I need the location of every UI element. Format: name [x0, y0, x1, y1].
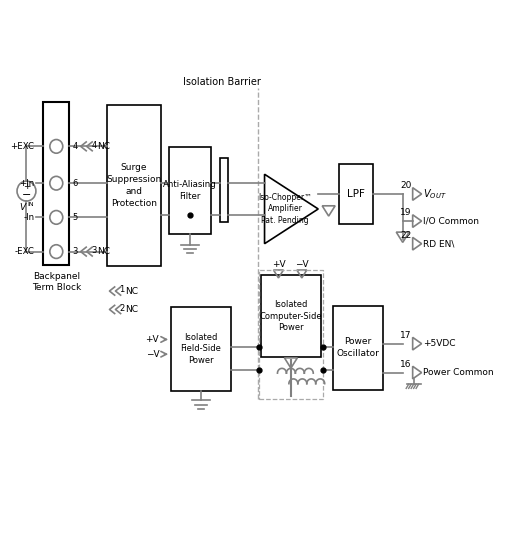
Text: −: − [22, 190, 31, 200]
Text: 4: 4 [72, 142, 77, 151]
Text: 3: 3 [72, 247, 77, 256]
Text: I/O Common: I/O Common [423, 217, 478, 226]
Text: $V_{OUT}$: $V_{OUT}$ [423, 187, 446, 201]
Text: 22: 22 [400, 231, 411, 240]
Text: Isolated
Computer-Side
Power: Isolated Computer-Side Power [259, 300, 322, 332]
Text: $V$: $V$ [19, 200, 28, 212]
Text: −V: −V [295, 260, 309, 269]
Text: +5VDC: +5VDC [423, 339, 455, 348]
Text: NC: NC [125, 305, 138, 314]
Text: +EXC: +EXC [10, 142, 34, 151]
Text: Backpanel
Term Block: Backpanel Term Block [32, 272, 81, 292]
Text: 4: 4 [92, 141, 97, 150]
Text: IN: IN [28, 202, 34, 207]
Text: Power
Oscillator: Power Oscillator [336, 338, 380, 358]
Text: RD EN\: RD EN\ [423, 239, 454, 248]
FancyBboxPatch shape [333, 306, 383, 390]
FancyBboxPatch shape [43, 102, 69, 265]
Text: +V: +V [146, 335, 159, 344]
FancyBboxPatch shape [261, 275, 321, 357]
Text: Iso-Chopper™
Amplifier
Pat. Pending: Iso-Chopper™ Amplifier Pat. Pending [258, 193, 312, 225]
Text: 6: 6 [72, 179, 77, 188]
Text: NC: NC [98, 247, 111, 256]
Text: Isolation Barrier: Isolation Barrier [184, 77, 261, 87]
Text: LPF: LPF [347, 189, 365, 199]
Text: 2: 2 [119, 304, 124, 313]
FancyBboxPatch shape [171, 307, 231, 391]
Text: +: + [23, 183, 30, 191]
Text: 1: 1 [119, 286, 124, 294]
Text: 19: 19 [400, 208, 412, 218]
FancyBboxPatch shape [107, 105, 161, 266]
Text: +In: +In [19, 179, 34, 188]
FancyBboxPatch shape [220, 158, 228, 221]
FancyBboxPatch shape [339, 164, 373, 224]
FancyBboxPatch shape [169, 147, 211, 234]
Text: Power Common: Power Common [423, 368, 493, 377]
Text: 17: 17 [400, 331, 412, 340]
Text: NC: NC [125, 287, 138, 295]
Text: 20: 20 [400, 181, 412, 190]
Text: Isolated
Field-Side
Power: Isolated Field-Side Power [180, 333, 222, 365]
Text: +V: +V [271, 260, 285, 269]
Text: Surge
Suppression
and
Protection: Surge Suppression and Protection [106, 164, 161, 208]
Text: 16: 16 [400, 360, 412, 369]
Text: 5: 5 [72, 213, 77, 222]
Text: Anti-Aliasing
Filter: Anti-Aliasing Filter [163, 180, 217, 201]
Text: NC: NC [98, 142, 111, 151]
Text: 3: 3 [92, 246, 97, 255]
Text: -EXC: -EXC [15, 247, 34, 256]
Text: −V: −V [146, 350, 159, 359]
Text: -In: -In [23, 213, 34, 222]
